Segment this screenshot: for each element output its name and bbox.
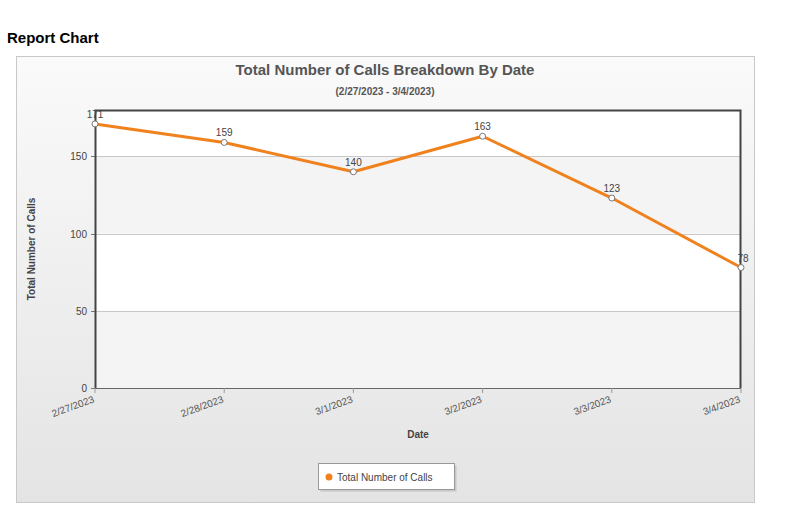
x-axis-title: Date	[407, 429, 429, 440]
y-tick	[91, 156, 95, 157]
x-tick-label: 2/28/2023	[179, 393, 225, 419]
x-tick-label: 3/4/2023	[701, 393, 742, 417]
data-label: 163	[474, 121, 491, 132]
x-tick	[611, 388, 612, 393]
x-tick	[482, 388, 483, 393]
chart-svg: Report Chart Total Number of Calls Breakd…	[0, 0, 790, 519]
grid-line	[95, 311, 741, 312]
chart-subtitle: (2/27/2023 - 3/4/2023)	[336, 86, 435, 97]
plot-background	[95, 110, 741, 388]
data-label: 140	[345, 157, 362, 168]
x-tick-label: 2/27/2023	[50, 393, 96, 419]
x-tick-label: 3/1/2023	[314, 393, 355, 417]
series-marker	[350, 169, 356, 175]
series-marker	[738, 265, 744, 271]
legend-box	[319, 464, 455, 490]
y-tick-label: 100	[70, 229, 87, 240]
plot-frame	[96, 111, 741, 389]
data-label: 78	[737, 253, 749, 264]
series-marker	[609, 195, 615, 201]
chart-panel	[17, 57, 755, 503]
series-group	[92, 121, 744, 271]
y-tick-label: 0	[81, 383, 87, 394]
x-tick	[353, 388, 354, 393]
y-tick	[91, 388, 95, 389]
y-tick	[91, 311, 95, 312]
x-tick	[224, 388, 225, 393]
x-tick	[95, 388, 96, 393]
y-tick	[91, 234, 95, 235]
page-title: Report Chart	[7, 29, 99, 46]
plot-band	[95, 156, 741, 233]
grid-line	[95, 388, 741, 389]
root: Report Chart Total Number of Calls Breakd…	[0, 0, 790, 519]
series-marker	[480, 133, 486, 139]
grid-line	[95, 234, 741, 235]
plot-band	[95, 311, 741, 388]
legend-swatch	[326, 474, 333, 481]
series-marker	[221, 139, 227, 145]
legend-label: Total Number of Calls	[337, 472, 433, 483]
y-axis-title: Total Number of Calls	[26, 197, 37, 300]
y-tick-label: 50	[76, 306, 88, 317]
grid-line	[95, 156, 741, 157]
chart-title: Total Number of Calls Breakdown By Date	[236, 61, 535, 78]
x-tick-label: 3/3/2023	[572, 393, 613, 417]
series-marker	[92, 121, 98, 127]
data-label: 123	[603, 183, 620, 194]
legend: Total Number of Calls	[319, 464, 457, 492]
series-line	[95, 124, 741, 268]
x-axis-line	[95, 388, 741, 389]
data-label: 159	[216, 127, 233, 138]
data-label: 171	[87, 109, 104, 120]
x-tick-label: 3/2/2023	[443, 393, 484, 417]
x-tick	[741, 388, 742, 393]
y-tick-label: 150	[70, 151, 87, 162]
